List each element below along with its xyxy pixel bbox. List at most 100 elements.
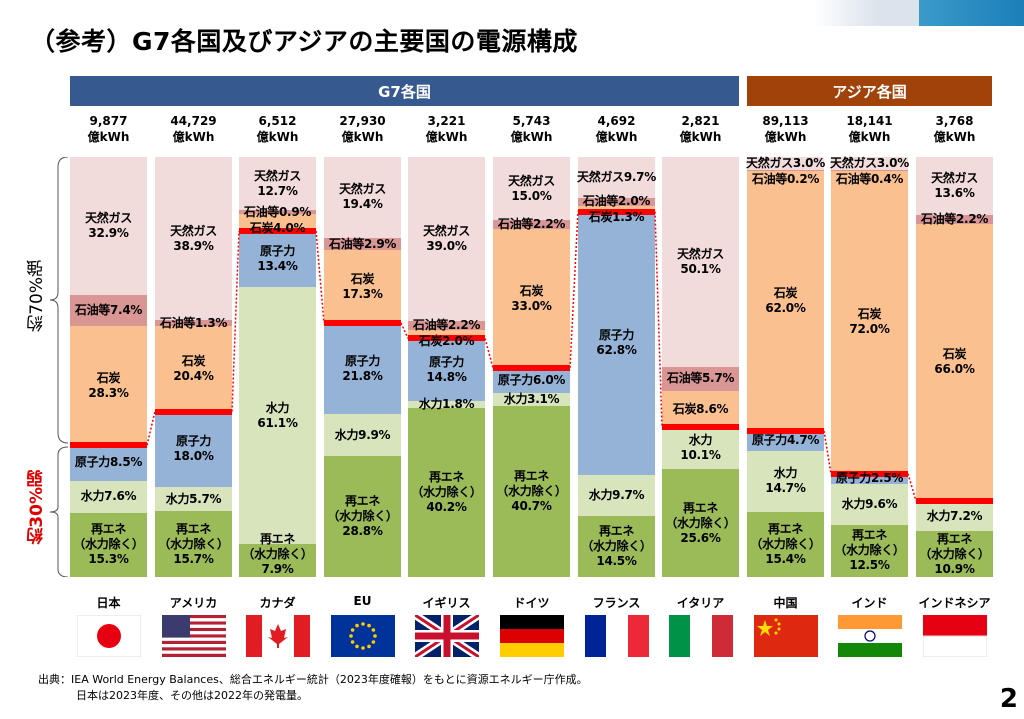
segment-label: 石油等5.7% — [666, 371, 735, 386]
segment-label: 原子力6.0% — [497, 372, 566, 387]
segment-天然ガス — [578, 157, 655, 198]
total-generation-label: 4,692 億kWh — [595, 114, 638, 144]
source-line-2: 日本は2023年度、その他は2022年の発電量。 — [76, 689, 308, 702]
segment-天然ガス — [831, 157, 908, 170]
segment-石油等 — [747, 169, 824, 171]
segment-石油等 — [239, 210, 316, 215]
segment-天然ガス — [916, 157, 993, 215]
segment-label: 石油等0.2% — [751, 171, 820, 186]
segment-再エネ — [324, 456, 401, 577]
segment-石油等 — [831, 169, 908, 172]
flag-de-icon — [499, 615, 564, 657]
segment-天然ガス — [747, 157, 824, 170]
segment-label: 原子力 21.8% — [342, 353, 383, 383]
segment-label: 石炭 66.0% — [934, 347, 975, 377]
divider-connector — [231, 230, 240, 412]
bar-jp: 再エネ （水力除く） 15.3% 水力7.6% 原子力8.5% 石炭 28.3% 石油等… — [70, 157, 147, 577]
segment-label: 水力1.8% — [418, 396, 475, 411]
country-name: インド — [851, 596, 888, 610]
total-generation-label: 5,743 億kWh — [510, 114, 553, 144]
segment-水力 — [578, 475, 655, 517]
segment-水力 — [493, 393, 570, 407]
segment-label: 石油等7.4% — [74, 303, 143, 318]
country-name: 日本 — [96, 596, 121, 610]
segment-天然ガス — [662, 156, 739, 367]
segment-label: 再エネ （水力除く） 10.9% — [919, 531, 990, 576]
divider-connector — [907, 473, 917, 502]
flag-cn-icon — [753, 615, 818, 657]
segment-再エネ — [916, 531, 993, 577]
bar-it: 再エネ （水力除く） 25.6% 水力 10.1% 石炭8.6% 石油等5.7% 天然ガ… — [662, 156, 739, 577]
bar-us: 再エネ （水力除く） 15.7% 水力5.7% 原子力 18.0% 石炭 20.4% 石… — [155, 157, 232, 577]
segment-label: 水力 61.1% — [257, 400, 298, 430]
segment-label: 再エネ （水力除く） 15.4% — [750, 522, 821, 567]
segment-原子力 — [70, 445, 147, 481]
segment-label: 水力7.6% — [80, 489, 137, 504]
total-generation-label: 18,141 億kWh — [846, 114, 893, 144]
segment-天然ガス — [70, 157, 147, 296]
segment-label: 天然ガス 13.6% — [931, 170, 978, 200]
bar-gb: 再エネ （水力除く） 40.2% 水力1.8% 原子力 14.8% 石炭2.0% 石油等… — [408, 157, 485, 577]
segment-水力 — [239, 287, 316, 544]
flag-in-icon — [837, 615, 902, 657]
segment-再エネ — [239, 543, 316, 577]
segment-石炭 — [155, 325, 232, 412]
segment-再エネ — [493, 406, 570, 577]
fossil-divider-line — [324, 319, 401, 326]
segment-石油等 — [916, 214, 993, 224]
asia-group-header: アジア各国 — [747, 76, 992, 106]
segment-天然ガス — [493, 157, 570, 220]
segment-label: 原子力 18.0% — [173, 434, 214, 464]
segment-label: 水力9.6% — [841, 496, 898, 511]
source-line-1: 出典：IEA World Energy Balances、総合エネルギー統計（2… — [38, 673, 588, 686]
segment-原子力 — [578, 211, 655, 476]
segment-label: 石油等2.2% — [412, 317, 481, 332]
segment-水力 — [324, 414, 401, 457]
segment-天然ガス — [324, 156, 401, 239]
page-title: （参考）G7各国及びアジアの主要国の電源構成 — [30, 27, 578, 56]
segment-label: 再エネ （水力除く） 14.5% — [581, 524, 652, 569]
segment-水力 — [747, 450, 824, 513]
segment-label: 再エネ （水力除く） 28.8% — [327, 494, 398, 539]
segment-label: 原子力8.5% — [74, 455, 143, 470]
fossil-divider-line — [155, 408, 232, 415]
segment-label: 天然ガス 12.7% — [254, 168, 301, 198]
segment-label: 石炭 33.0% — [511, 283, 552, 313]
bracket-lines — [49, 157, 69, 577]
segment-原子力 — [239, 230, 316, 288]
g7-group-header: G7各国 — [70, 76, 739, 106]
segment-再エネ — [747, 512, 824, 577]
segment-label: 石油等2.2% — [497, 217, 566, 232]
segment-label: 石炭1.3% — [588, 210, 645, 225]
source-note: 出典：IEA World Energy Balances、総合エネルギー統計（2… — [38, 672, 588, 704]
segment-石油等 — [662, 367, 739, 391]
segment-label: 原子力 13.4% — [257, 244, 298, 274]
segment-再エネ — [155, 511, 232, 577]
country-name: インドネシア — [918, 596, 991, 610]
country-name: カナダ — [259, 596, 296, 610]
segment-label: 天然ガス 39.0% — [423, 223, 470, 253]
divider-connector — [400, 322, 409, 339]
segment-石炭 — [747, 170, 824, 431]
segment-label: 天然ガス9.7% — [577, 169, 656, 184]
segment-石炭 — [324, 250, 401, 323]
segment-label: 石炭 20.4% — [173, 353, 214, 383]
segment-再エネ — [831, 524, 908, 577]
segment-原子力 — [747, 430, 824, 451]
flag-us-icon — [161, 615, 226, 657]
total-generation-label: 89,113 億kWh — [762, 114, 809, 144]
bar-id: 再エネ （水力除く） 10.9% 水力7.2% 石炭 66.0% 石油等2.2% 天然ガ… — [916, 157, 993, 577]
segment-label: 石油等0.4% — [835, 171, 904, 186]
segment-label: 石炭8.6% — [672, 401, 729, 416]
segment-水力 — [408, 400, 485, 409]
bar-cn: 再エネ （水力除く） 15.4% 水力 14.7% 原子力4.7% 石炭 62.0% 石… — [746, 156, 825, 577]
segment-石炭 — [239, 214, 316, 231]
lower-bracket-label: 約30%弱 — [27, 470, 47, 545]
fossil-divider-line — [578, 208, 655, 215]
segment-label: 石炭 62.0% — [765, 285, 806, 315]
segment-原子力 — [324, 322, 401, 415]
divider-connector — [654, 211, 663, 428]
segment-label: 石炭 72.0% — [849, 307, 890, 337]
divider-connector — [569, 211, 579, 368]
segment-石油等 — [70, 295, 147, 327]
